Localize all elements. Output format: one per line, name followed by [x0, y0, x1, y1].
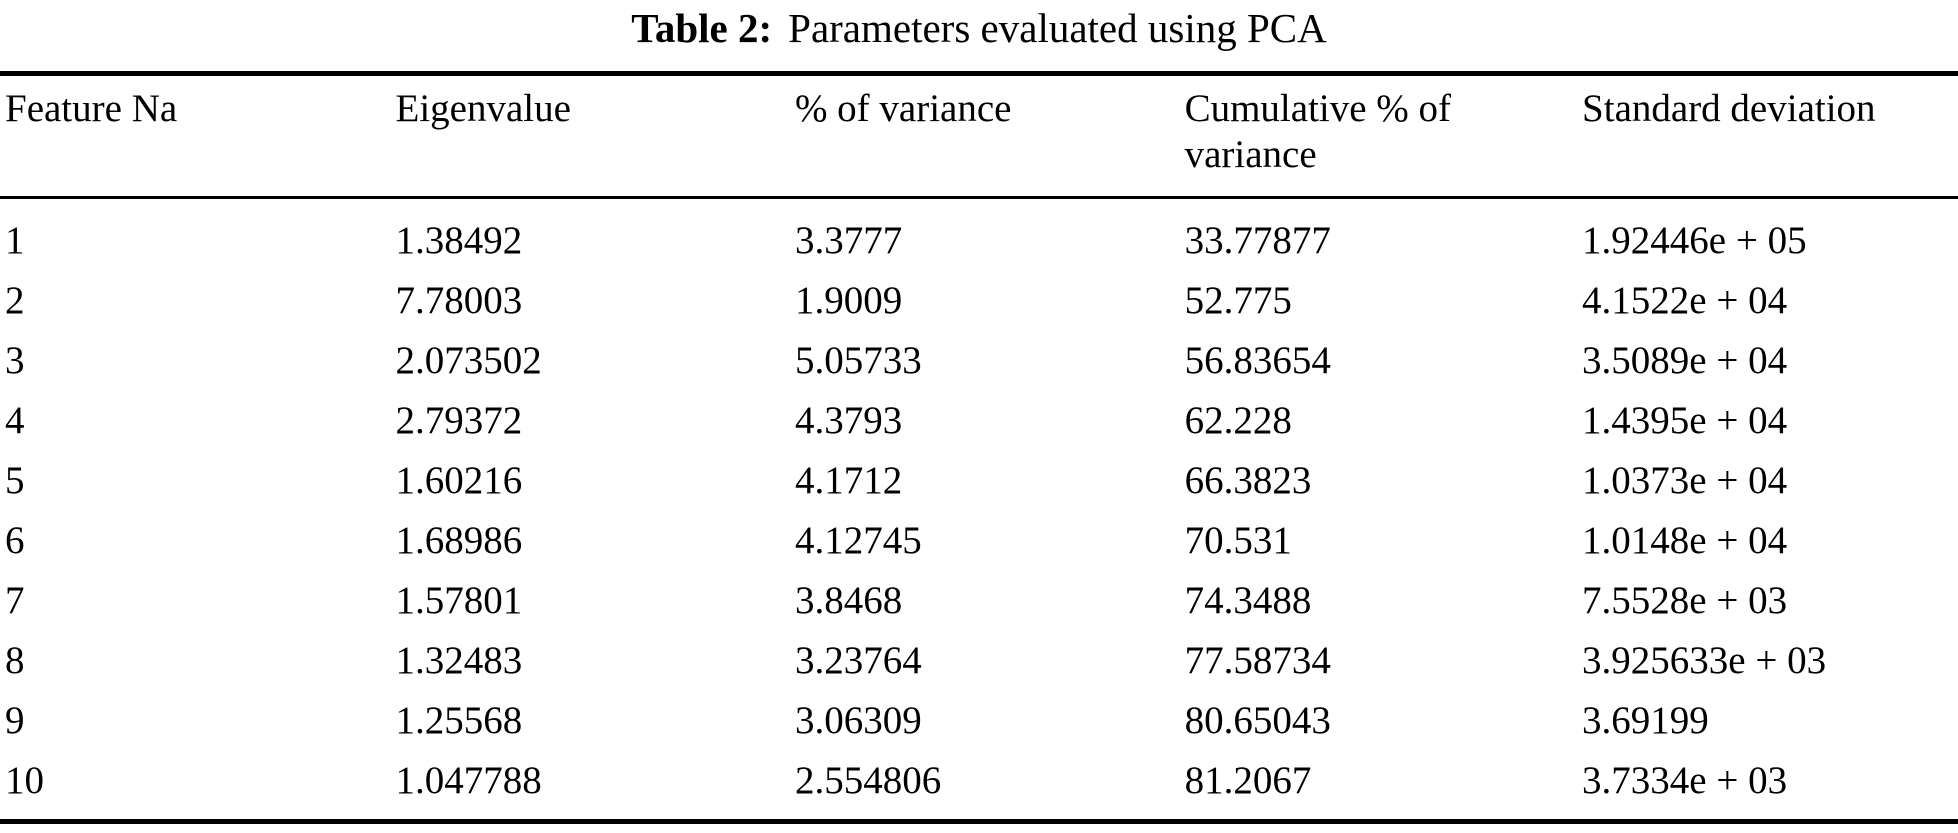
table-cell: 9 — [5, 699, 25, 742]
table-cell: 4.12745 — [794, 519, 922, 562]
table-row: 10 1.047788 2.554806 81.2067 3.7334e + 03 — [0, 751, 1958, 822]
column-header-3: % of variance — [794, 73, 1185, 199]
table-row: 2 7.78003 1.9009 52.775 4.1522e + 04 — [0, 271, 1958, 331]
table-cell: 1.25568 — [395, 699, 523, 742]
table-cell: 66.3823 — [1184, 459, 1312, 502]
table-cell: 1.68986 — [395, 519, 523, 562]
table-cell: 1.0148e + 04 — [1582, 519, 1788, 562]
table-cell: 4.1712 — [794, 459, 903, 502]
table-cell: 3.7334e + 03 — [1582, 759, 1788, 802]
table-cell: 2.554806 — [794, 759, 942, 802]
table-cell: 3.06309 — [794, 699, 922, 742]
table-cell: 7.5528e + 03 — [1582, 579, 1788, 622]
table-cell: 5 — [5, 459, 25, 502]
table-header: Feature Na Eigenvalue% of variance Cumulat… — [0, 73, 1958, 199]
table-cell: 2.79372 — [395, 399, 523, 442]
table-cell: 3.8468 — [794, 579, 903, 622]
table-cell: 2 — [5, 279, 25, 322]
table-cell: 1.92446e + 05 — [1582, 219, 1807, 262]
table-cell: 1.0373e + 04 — [1582, 459, 1788, 502]
table-cell: 3.69199 — [1582, 699, 1709, 742]
table-cell: 1.047788 — [395, 759, 542, 802]
table-row: 6 1.68986 4.12745 70.531 1.0148e + 04 — [0, 511, 1958, 571]
table-cell: 77.58734 — [1184, 639, 1331, 682]
table-row: 4 2.79372 4.3793 62.228 1.4395e + 04 — [0, 391, 1958, 451]
table-cell: 7 — [5, 579, 25, 622]
table-cell: 74.3488 — [1184, 579, 1312, 622]
caption-title: Parameters evaluated using PCA — [788, 5, 1327, 51]
table-cell: 4 — [5, 399, 25, 442]
table-row: 3 2.073502 5.05733 56.83654 3.5089e + 04 — [0, 331, 1958, 391]
column-header-5: Standard deviation — [1582, 73, 1958, 199]
column-header-4: Cumulative % of variance — [1184, 73, 1583, 199]
table-row: 9 1.25568 3.06309 80.65043 3.69199 — [0, 691, 1958, 751]
table-cell: 8 — [5, 639, 25, 682]
table-cell: 7.78003 — [395, 279, 523, 322]
table-cell: 3.5089e + 04 — [1582, 339, 1788, 382]
table-cell: 3.23764 — [794, 639, 922, 682]
table-body: 1 1.38492 3.3777 33.77877 1.92446e + 05 2 7.78… — [0, 198, 1958, 822]
column-header-1: Feature Na — [0, 73, 396, 199]
table-cell: 1.9009 — [794, 279, 903, 322]
table-cell: 4.3793 — [794, 399, 903, 442]
table-row: 1 1.38492 3.3777 33.77877 1.92446e + 05 — [0, 198, 1958, 272]
table-cell: 33.77877 — [1184, 219, 1331, 262]
table-cell: 3.3777 — [794, 219, 903, 262]
table-caption: Table 2: Parameters evaluated using PCA — [0, 0, 1958, 51]
table-cell: 56.83654 — [1184, 339, 1331, 382]
pca-parameters-table: Feature Na Eigenvalue% of variance Cumulat… — [0, 71, 1958, 824]
table-cell: 70.531 — [1184, 519, 1292, 562]
table-cell: 3 — [5, 339, 25, 382]
table-cell: 1.38492 — [395, 219, 523, 262]
table-row: 5 1.60216 4.1712 66.3823 1.0373e + 04 — [0, 451, 1958, 511]
table-cell: 5.05733 — [794, 339, 922, 382]
table-cell: 62.228 — [1184, 399, 1292, 442]
table-cell: 1.32483 — [395, 639, 523, 682]
table-row: 8 1.32483 3.23764 77.58734 3.925633e + 03 — [0, 631, 1958, 691]
table-cell: 81.2067 — [1184, 759, 1312, 802]
table-cell: 1.60216 — [395, 459, 523, 502]
header-row: Feature Na Eigenvalue% of variance Cumulat… — [0, 73, 1958, 199]
table-cell: 10 — [5, 759, 44, 802]
table-cell: 1.57801 — [395, 579, 523, 622]
table-cell: 4.1522e + 04 — [1582, 279, 1788, 322]
table-cell: 1 — [5, 219, 25, 262]
table-cell: 1.4395e + 04 — [1582, 399, 1788, 442]
table-cell: 6 — [5, 519, 25, 562]
table-cell: 2.073502 — [395, 339, 542, 382]
table-row: 7 1.57801 3.8468 74.3488 7.5528e + 03 — [0, 571, 1958, 631]
caption-label: Table 2: — [631, 5, 773, 51]
table-cell: 52.775 — [1184, 279, 1292, 322]
table-cell: 80.65043 — [1184, 699, 1331, 742]
table-cell: 3.925633e + 03 — [1582, 639, 1827, 682]
column-header-2: Eigenvalue — [395, 73, 795, 199]
